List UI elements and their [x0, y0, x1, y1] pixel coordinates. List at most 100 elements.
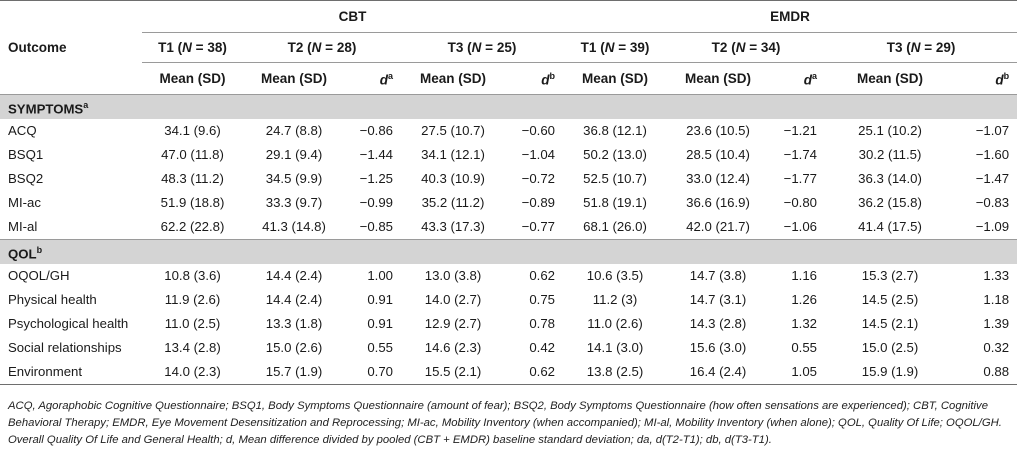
mean-sd-cell: 35.2 (11.2): [421, 195, 485, 210]
mean-sd-cell: 14.0 (2.7): [424, 292, 482, 307]
table-row: Environment 14.0 (2.3) 15.7 (1.9) 0.70 15.5 …: [0, 360, 1017, 385]
row-label: Physical health: [8, 292, 97, 307]
mean-sd-cell: 15.7 (1.9): [243, 360, 345, 385]
effect-size-cell: 0.88: [955, 360, 1017, 385]
results-table: CBT EMDR Outcome T1 (N = 38) T2 (N = 28)…: [0, 0, 1017, 385]
effect-size-cell: 0.62: [529, 268, 556, 283]
row-label: BSQ2: [8, 171, 44, 186]
mean-sd-cell: 41.3 (14.8): [262, 219, 326, 234]
timepoint-header: T1 (N = 38): [142, 32, 243, 63]
mean-sd-cell: 14.3 (2.8): [689, 316, 747, 331]
subheader-mean-sd: Mean (SD): [260, 70, 327, 86]
mean-sd-cell: 13.4 (2.8): [164, 340, 221, 355]
section-title: QOLb: [0, 239, 1017, 264]
effect-size-cell: 0.62: [505, 360, 564, 385]
effect-size-cell: 0.55: [367, 340, 393, 355]
mean-sd-cell: 42.0 (21.7): [686, 219, 750, 234]
table-row: ACQ 34.1 (9.6) 24.7 (8.8) −0.86 27.5 (10.7) −…: [0, 119, 1017, 143]
mean-sd-cell: 14.5 (2.1): [861, 316, 919, 331]
mean-sd-cell: 15.3 (2.7): [861, 268, 919, 283]
mean-sd-cell: 25.1 (10.2): [858, 123, 922, 138]
effect-size-cell: 0.42: [529, 340, 556, 355]
section-title-text: SYMPTOMS: [8, 101, 84, 117]
timepoint-header: T1 (N = 39): [563, 32, 668, 63]
table-row: Psychological health 11.0 (2.5) 13.3 (1.8)…: [0, 312, 1017, 336]
effect-size-cell: −1.77: [783, 171, 818, 186]
effect-size-cell: 0.91: [367, 292, 393, 307]
group-header-emdr: EMDR: [563, 0, 1017, 33]
mean-sd-cell: 15.5 (2.1): [401, 360, 505, 385]
table-row: BSQ1 47.0 (11.8) 29.1 (9.4) −1.44 34.1 (12.1…: [0, 143, 1017, 167]
effect-size-cell: −0.99: [359, 195, 393, 210]
row-label: ACQ: [8, 123, 37, 138]
subheader-d: da: [379, 71, 393, 88]
section-title-sup: a: [83, 99, 89, 110]
mean-sd-cell: 36.8 (12.1): [583, 123, 647, 138]
effect-size-cell: −0.86: [359, 123, 393, 138]
mean-sd-cell: 50.2 (13.0): [583, 147, 647, 162]
mean-sd-cell: 34.1 (9.6): [164, 123, 221, 138]
mean-sd-cell: 47.0 (11.8): [161, 147, 224, 162]
group-header-cbt: CBT: [142, 0, 564, 33]
table-body: SYMPTOMSa ACQ 34.1 (9.6) 24.7 (8.8) −0.86 27.…: [0, 94, 1017, 385]
effect-size-cell: −0.89: [521, 195, 556, 210]
effect-size-cell: −1.21: [783, 123, 818, 138]
effect-size-cell: −1.44: [359, 147, 393, 162]
effect-size-cell: −0.80: [783, 195, 818, 210]
effect-size-cell: 0.91: [367, 316, 393, 331]
effect-size-cell: 0.78: [529, 316, 556, 331]
row-label: Environment: [0, 360, 142, 385]
row-label: BSQ1: [8, 147, 44, 162]
section-title-sup: b: [36, 244, 43, 255]
mean-sd-cell: 34.5 (9.9): [265, 171, 323, 186]
mean-sd-cell: 36.2 (15.8): [858, 195, 922, 210]
effect-size-cell: 0.75: [529, 292, 556, 307]
mean-sd-cell: 14.4 (2.4): [265, 268, 323, 283]
effect-size-cell: 0.32: [983, 340, 1010, 355]
effect-size-cell: −0.83: [975, 195, 1010, 210]
mean-sd-cell: 51.8 (19.1): [583, 195, 647, 210]
mean-sd-cell: 33.3 (9.7): [265, 195, 323, 210]
mean-sd-cell: 15.9 (1.9): [825, 360, 956, 385]
mean-sd-cell: 14.7 (3.8): [689, 268, 747, 283]
mean-sd-cell: 62.2 (22.8): [160, 219, 225, 234]
mean-sd-cell: 51.9 (18.8): [160, 195, 225, 210]
mean-sd-cell: 36.6 (16.9): [686, 195, 750, 210]
section-header-row: SYMPTOMSa: [0, 94, 1017, 119]
table-row: OQOL/GH 10.8 (3.6) 14.4 (2.4) 1.00 13.0 (3.8…: [0, 264, 1017, 288]
effect-size-cell: 1.26: [791, 292, 818, 307]
effect-size-cell: −0.77: [521, 219, 556, 234]
outcome-header: Outcome: [8, 39, 67, 55]
effect-size-cell: −1.60: [975, 147, 1010, 162]
mean-sd-cell: 14.5 (2.5): [861, 292, 919, 307]
mean-sd-cell: 15.0 (2.5): [861, 340, 919, 355]
subheader-d: db: [541, 71, 556, 88]
effect-size-cell: −1.07: [975, 123, 1010, 138]
mean-sd-cell: 41.4 (17.5): [858, 219, 922, 234]
effect-size-cell: −1.47: [975, 171, 1010, 186]
mean-sd-cell: 29.1 (9.4): [265, 147, 323, 162]
mean-sd-cell: 15.6 (3.0): [689, 340, 747, 355]
subheader-mean-sd: Mean (SD): [419, 70, 486, 86]
effect-size-cell: −1.74: [783, 147, 818, 162]
effect-size-cell: 1.33: [983, 268, 1010, 283]
effect-size-cell: 1.32: [791, 316, 818, 331]
mean-sd-cell: 10.8 (3.6): [164, 268, 221, 283]
mean-sd-cell: 33.0 (12.4): [686, 171, 750, 186]
section-title: SYMPTOMSa: [0, 94, 1017, 119]
mean-sd-cell: 23.6 (10.5): [686, 123, 750, 138]
row-label: MI-al: [8, 219, 38, 234]
row-label: OQOL/GH: [8, 268, 70, 283]
subheader-mean-sd: Mean (SD): [582, 70, 649, 86]
timepoint-header: T2 (N = 28): [243, 32, 401, 63]
row-label: Psychological health: [8, 316, 129, 331]
subheader-mean-sd: Mean (SD): [857, 70, 924, 86]
effect-size-cell: −0.85: [359, 219, 393, 234]
effect-size-cell: −0.60: [521, 123, 556, 138]
mean-sd-cell: 14.6 (2.3): [424, 340, 482, 355]
effect-size-cell: −0.72: [521, 171, 556, 186]
mean-sd-cell: 14.4 (2.4): [265, 292, 323, 307]
mean-sd-cell: 12.9 (2.7): [424, 316, 482, 331]
table-row: BSQ2 48.3 (11.2) 34.5 (9.9) −1.25 40.3 (10.9…: [0, 167, 1017, 191]
